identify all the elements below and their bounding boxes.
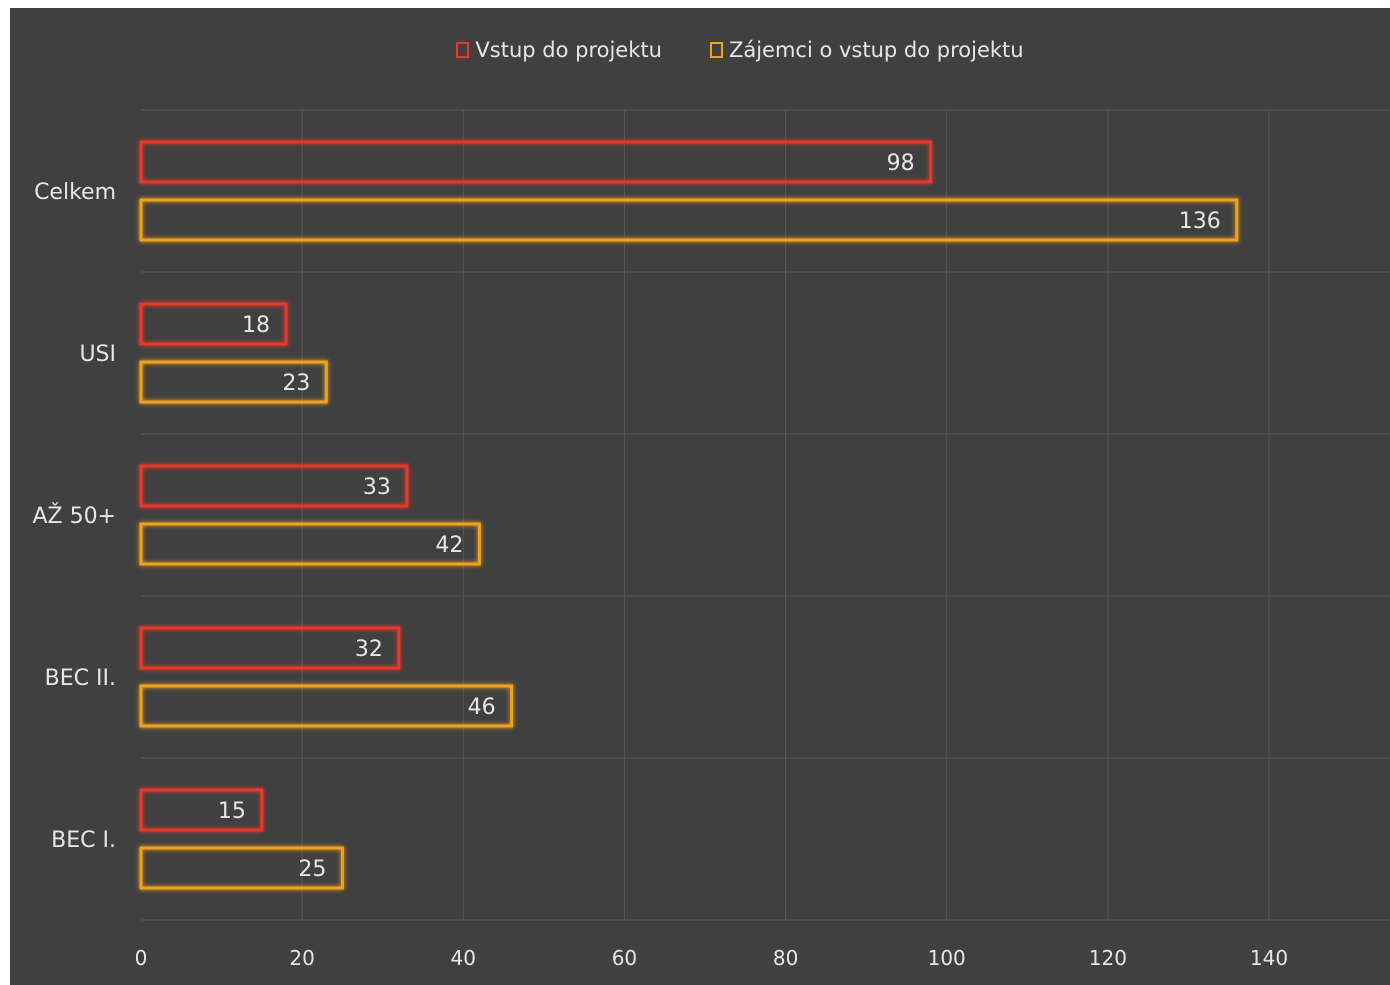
x-tick-label: 120 <box>1089 946 1127 970</box>
x-tick-label: 100 <box>928 946 966 970</box>
grid-lines <box>141 109 1390 921</box>
x-tick-labels: 0 20 40 60 80 100 120 140 <box>135 946 1288 970</box>
category-label: BEC I. <box>51 828 116 853</box>
legend-label-vstup: Vstup do projektu <box>475 38 662 62</box>
category-label: Celkem <box>34 180 116 205</box>
bar-vstup <box>139 788 264 832</box>
bar-vstup <box>139 140 933 184</box>
bar-zajemci <box>139 360 328 404</box>
x-tick-label: 40 <box>451 946 476 970</box>
x-tick-label: 60 <box>612 946 637 970</box>
bar-zajemci <box>139 846 344 890</box>
data-label: 98 <box>887 151 915 176</box>
category-label: USI <box>79 342 116 367</box>
bar-vstup <box>139 464 409 508</box>
legend-label-zajemci: Zájemci o vstup do projektu <box>728 38 1024 62</box>
data-label: 18 <box>242 313 270 338</box>
data-label: 42 <box>435 533 463 558</box>
category-labels: Celkem USI AŽ 50+ BEC II. BEC I. <box>32 180 116 853</box>
category-label: BEC II. <box>45 666 116 691</box>
chart-panel: Vstup do projektu Zájemci o vstup do pro… <box>10 8 1390 985</box>
data-label: 33 <box>363 475 391 500</box>
bars <box>139 140 1239 890</box>
x-tick-label: 20 <box>289 946 314 970</box>
x-tick-label: 0 <box>135 946 148 970</box>
x-tick-label: 80 <box>773 946 798 970</box>
data-label: 15 <box>218 799 246 824</box>
bar-zajemci <box>139 684 514 728</box>
legend-swatch-orange <box>709 42 723 58</box>
bar-zajemci <box>139 522 481 566</box>
category-label: AŽ 50+ <box>32 503 116 529</box>
legend-item-zajemci: Zájemci o vstup do projektu <box>709 38 1024 62</box>
legend-swatch-red <box>456 42 470 58</box>
bar-vstup <box>139 626 401 670</box>
bar-zajemci <box>139 198 1239 242</box>
legend: Vstup do projektu Zájemci o vstup do pro… <box>10 38 1390 62</box>
data-label: 46 <box>468 695 496 720</box>
bar-chart-plot: 98 136 18 23 33 42 32 46 15 25 Celkem USI AŽ 50+ BEC… <box>32 109 1390 970</box>
data-label: 32 <box>355 637 383 662</box>
data-labels: 98 136 18 23 33 42 32 46 15 25 <box>218 151 1221 882</box>
data-label: 23 <box>282 371 310 396</box>
x-tick-label: 140 <box>1250 946 1288 970</box>
data-label: 136 <box>1179 209 1221 234</box>
data-label: 25 <box>298 857 326 882</box>
legend-item-vstup: Vstup do projektu <box>456 38 662 62</box>
bar-vstup <box>139 302 288 346</box>
